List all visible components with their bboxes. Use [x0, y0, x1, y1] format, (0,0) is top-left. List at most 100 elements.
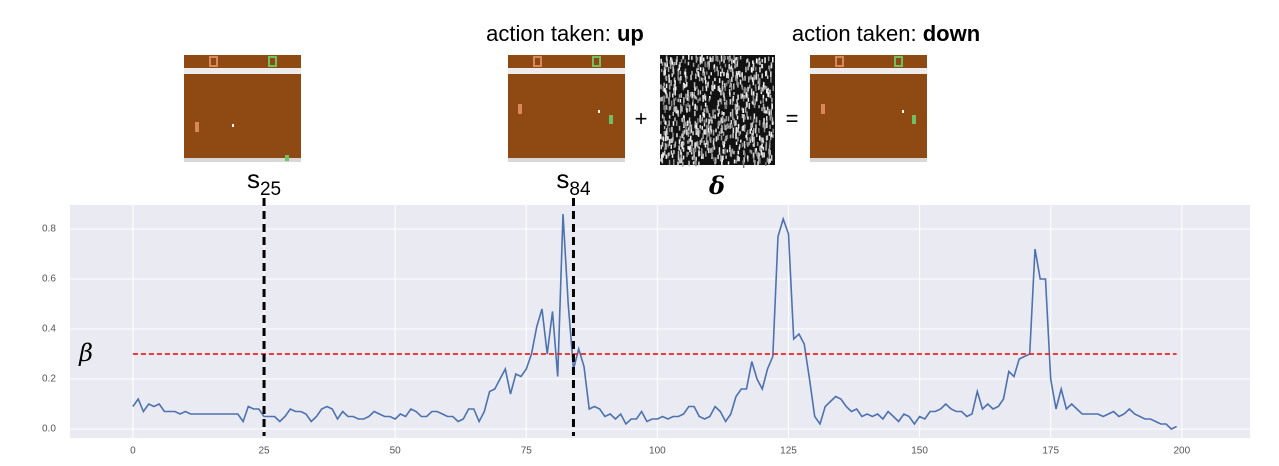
noise-speck [731, 148, 734, 154]
noise-speck [717, 154, 719, 160]
noise-speck [752, 130, 754, 136]
noise-speck [743, 114, 745, 120]
noise-speck [661, 141, 664, 147]
noise-speck [707, 127, 710, 133]
marker-symbol: s [247, 164, 260, 194]
noise-speck [678, 145, 680, 151]
noise-speck [762, 103, 765, 109]
noise-speck [770, 134, 772, 140]
noise-speck [688, 139, 690, 144]
noise-speck [719, 98, 721, 103]
noise-speck [687, 131, 690, 137]
noise-speck [695, 123, 698, 130]
noise-speck [716, 105, 719, 111]
noise-speck [729, 123, 731, 129]
noise-speck [720, 117, 722, 122]
noise-speck [695, 141, 697, 147]
threshold-label: β [78, 339, 93, 367]
noise-speck [748, 141, 751, 146]
x-tick-label: 75 [521, 446, 533, 457]
noise-speck [742, 118, 745, 123]
noise-speck [668, 152, 670, 157]
noise-speck [673, 108, 675, 112]
noise-speck [698, 129, 701, 134]
noise-speck [766, 110, 768, 114]
noise-speck [695, 96, 698, 100]
noise-speck [697, 89, 699, 96]
noise-speck [757, 161, 759, 168]
noise-speck [678, 64, 681, 71]
noise-speck [766, 116, 768, 121]
noise-speck [686, 108, 688, 113]
noise-speck [692, 101, 694, 106]
noise-speck [741, 93, 744, 98]
noise-speck [703, 57, 705, 62]
noise-speck [772, 85, 774, 91]
noise-speck [756, 92, 758, 97]
noise-speck [718, 131, 721, 137]
noise-speck [733, 122, 736, 127]
noise-speck [706, 71, 708, 75]
noise-speck [751, 77, 754, 82]
noise-speck [709, 56, 711, 62]
noise-speck [688, 104, 691, 111]
noise-speck [721, 111, 723, 116]
noise-speck [699, 97, 701, 101]
noise-speck [673, 150, 675, 154]
noise-speck [769, 95, 772, 99]
noise-speck [720, 90, 722, 96]
noise-speck [738, 156, 740, 162]
noise-speck [663, 96, 666, 103]
noise-speck [665, 121, 667, 126]
noise-speck [732, 127, 735, 134]
noise-speck [665, 92, 668, 99]
noise-speck [663, 150, 666, 156]
noise-speck [765, 98, 768, 102]
noise-speck [664, 120, 666, 125]
noise-speck [678, 139, 681, 144]
noise-speck [691, 145, 693, 151]
noise-speck [725, 100, 728, 106]
noise-speck [765, 86, 768, 90]
noise-speck [721, 128, 723, 134]
noise-speck [671, 73, 673, 77]
noise-speck [702, 153, 704, 160]
noise-speck [712, 115, 714, 119]
noise-speck [727, 161, 730, 165]
noise-speck [727, 56, 729, 60]
y-tick-label: 0.4 [42, 324, 56, 335]
noise-speck [720, 98, 723, 105]
noise-speck [698, 150, 700, 157]
noise-speck [722, 140, 724, 146]
noise-speck [755, 71, 758, 76]
plot-area [70, 205, 1250, 438]
action: up [617, 21, 644, 46]
noise-speck [721, 86, 724, 90]
noise-speck [693, 155, 695, 160]
noise-speck [696, 86, 698, 90]
noise-speck [667, 66, 670, 73]
noise-speck [668, 74, 670, 78]
noise-speck [677, 161, 679, 167]
noise-speck [771, 98, 773, 103]
noise-speck [698, 146, 700, 150]
noise-speck [733, 92, 735, 96]
noise-speck [682, 147, 685, 152]
noise-speck [699, 67, 702, 71]
noise-speck [687, 151, 689, 156]
noise-speck [724, 83, 726, 88]
noise-speck [673, 77, 676, 83]
noise-speck [770, 64, 773, 69]
operator: = [786, 106, 799, 131]
noise-speck [764, 106, 766, 111]
noise-speck [724, 148, 726, 155]
noise-speck [754, 148, 756, 153]
noise-speck [680, 154, 682, 159]
noise-speck [664, 87, 666, 93]
noise-speck [734, 65, 736, 69]
noise-speck [743, 144, 746, 149]
noise-speck [761, 143, 763, 149]
noise-speck [721, 116, 724, 122]
noise-speck [663, 126, 666, 130]
